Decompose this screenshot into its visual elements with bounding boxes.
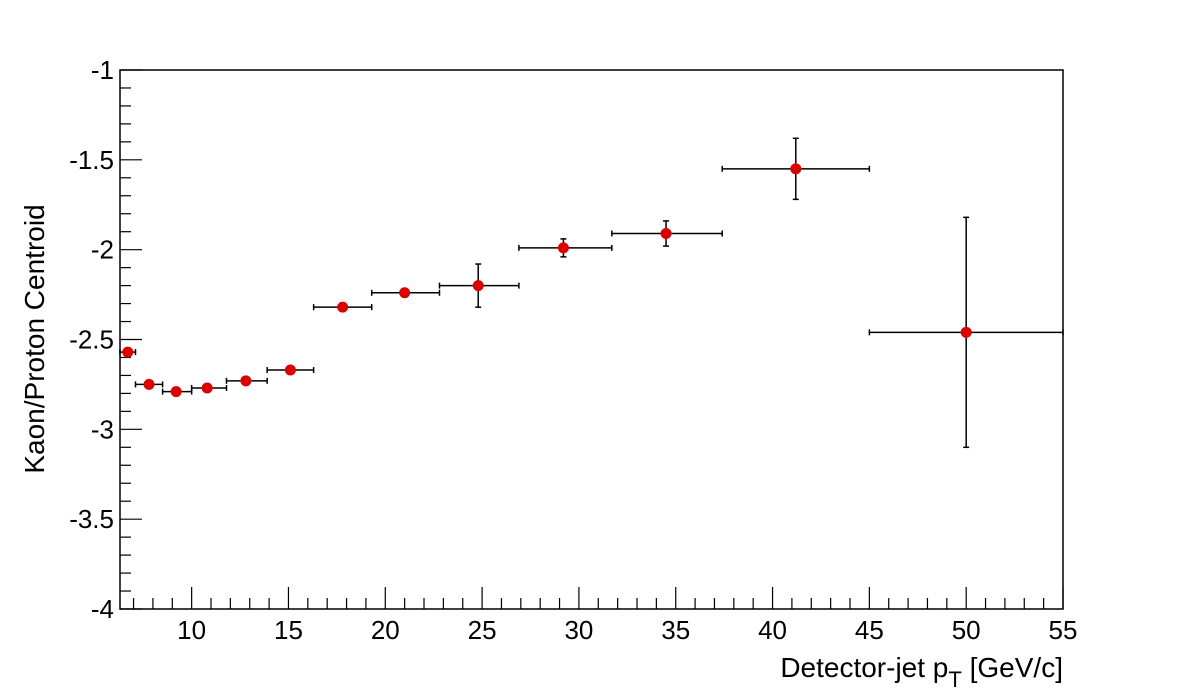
data-marker — [122, 346, 134, 358]
x-tick-label: 35 — [661, 615, 690, 645]
data-point — [370, 287, 441, 299]
data-marker — [960, 326, 972, 338]
y-tick-label: -1 — [91, 55, 114, 85]
data-marker — [399, 287, 411, 299]
x-axis-title: Detector-jet pT [GeV/c] — [780, 652, 1063, 692]
y-tick-label: -2 — [91, 235, 114, 265]
x-axis: 10 15 20 25 30 35 40 45 50 55 — [132, 587, 1078, 645]
data-marker — [284, 364, 296, 376]
y-tick-label: -2.5 — [69, 325, 114, 355]
x-tick-label: 30 — [564, 615, 593, 645]
x-tick-label: 10 — [177, 615, 206, 645]
data-point — [225, 375, 268, 387]
x-tick-label: 20 — [371, 615, 400, 645]
data-marker — [660, 227, 672, 239]
y-tick-label: -4 — [91, 594, 114, 624]
y-tick-label: -3 — [91, 414, 114, 444]
data-marker — [240, 375, 252, 387]
x-tick-label: 15 — [274, 615, 303, 645]
data-point — [119, 346, 137, 358]
data-marker — [790, 163, 802, 175]
x-axis-title-subscript: T — [948, 667, 961, 692]
data-point — [611, 220, 723, 247]
data-point — [134, 378, 164, 390]
x-axis-title-main: Detector-jet p — [780, 652, 948, 683]
data-point — [190, 382, 228, 394]
x-tick-label: 45 — [855, 615, 884, 645]
data-point — [312, 301, 373, 313]
data-marker — [201, 382, 213, 394]
data-point — [161, 386, 193, 398]
data-marker — [472, 280, 484, 292]
plot-frame — [119, 69, 1064, 610]
data-point — [518, 238, 613, 258]
x-tick-label: 55 — [1049, 615, 1078, 645]
data-marker — [170, 386, 182, 398]
y-tick-label: -1.5 — [69, 145, 114, 175]
data-marker — [337, 301, 349, 313]
y-axis-title: Kaon/Proton Centroid — [19, 204, 50, 473]
x-tick-label: 50 — [952, 615, 981, 645]
data-point — [266, 364, 315, 376]
data-point — [438, 263, 520, 308]
data-points — [119, 137, 1064, 449]
y-tick-label: -3.5 — [69, 504, 114, 534]
data-point — [868, 216, 1064, 449]
data-point — [721, 137, 871, 201]
data-marker — [557, 242, 569, 254]
data-marker — [143, 378, 155, 390]
x-tick-label: 40 — [758, 615, 787, 645]
x-tick-label: 25 — [468, 615, 497, 645]
y-axis: -4 -3.5 -3 -2.5 -2 -1.5 -1 — [69, 55, 142, 624]
x-axis-title-unit: [GeV/c] — [962, 652, 1063, 683]
